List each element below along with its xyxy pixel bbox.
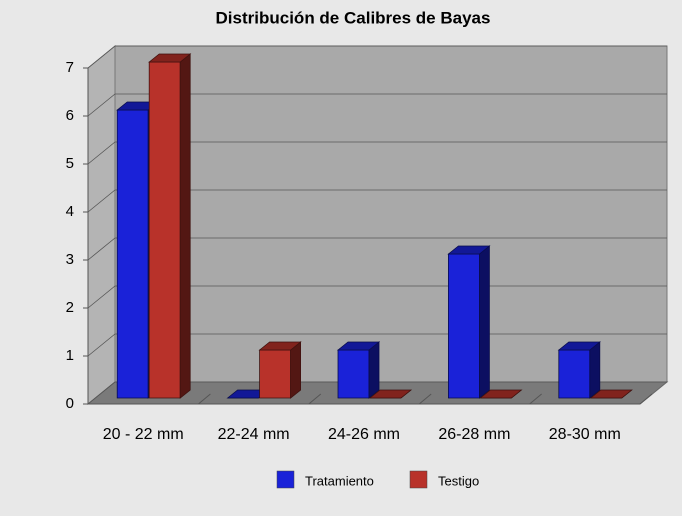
- bar-top: [258, 341, 302, 351]
- y-tick-label: 3: [66, 251, 74, 268]
- bar: [368, 389, 413, 399]
- bar-top: [479, 389, 523, 399]
- bar-front: [337, 349, 370, 399]
- bar-side: [589, 341, 601, 399]
- legend-swatch: [409, 470, 428, 489]
- x-divider: [198, 393, 211, 405]
- y-tick-label: 1: [66, 347, 74, 364]
- legend-label: Tratamiento: [305, 473, 374, 488]
- bar-front: [116, 109, 149, 399]
- grid-line: [87, 141, 667, 165]
- x-tick-label: 26-28 mm: [438, 426, 510, 443]
- bar-front: [447, 253, 480, 399]
- bar-top: [589, 389, 633, 399]
- bar: [336, 341, 381, 399]
- bar: [557, 341, 601, 399]
- bar-top: [336, 341, 381, 351]
- grid-line: [87, 189, 667, 213]
- grid-line: [87, 237, 667, 261]
- bar: [479, 389, 523, 399]
- bar-front: [558, 349, 591, 399]
- bar: [258, 341, 302, 399]
- x-tick-label: 22-24 mm: [218, 426, 290, 443]
- bar-top: [557, 341, 601, 351]
- grid-line: [87, 93, 667, 117]
- bar-side: [290, 341, 302, 399]
- bar-side: [478, 245, 490, 399]
- x-tick-label: 20 - 22 mm: [103, 426, 184, 443]
- legend-label: Testigo: [438, 473, 479, 488]
- x-tick-label: 28-30 mm: [549, 426, 621, 443]
- bar-top: [447, 245, 491, 255]
- bar: [447, 245, 491, 399]
- chart-title: Distribución de Calibres de Bayas: [216, 8, 491, 27]
- y-tick-label: 0: [66, 395, 74, 412]
- bar: [148, 53, 192, 399]
- y-tick-label: 2: [66, 299, 74, 316]
- bar-front: [259, 349, 292, 399]
- grid-line: [87, 45, 667, 69]
- legend-swatch: [276, 470, 295, 489]
- back-wall: [114, 45, 668, 383]
- bar-side: [368, 341, 380, 399]
- y-tick-label: 4: [66, 203, 74, 220]
- x-tick-label: 24-26 mm: [328, 426, 400, 443]
- x-divider: [308, 393, 322, 405]
- x-divider: [418, 393, 432, 405]
- y-tick-label: 7: [66, 59, 74, 76]
- y-tick-label: 5: [66, 155, 74, 172]
- bar-side: [179, 53, 191, 399]
- x-divider: [529, 393, 542, 405]
- bar: [589, 389, 633, 399]
- y-tick-label: 6: [66, 107, 74, 124]
- bar-front: [148, 61, 181, 399]
- bar-top: [148, 53, 192, 63]
- bar-top: [368, 389, 413, 399]
- x-divider: [639, 393, 653, 405]
- left-wall: [87, 44, 116, 406]
